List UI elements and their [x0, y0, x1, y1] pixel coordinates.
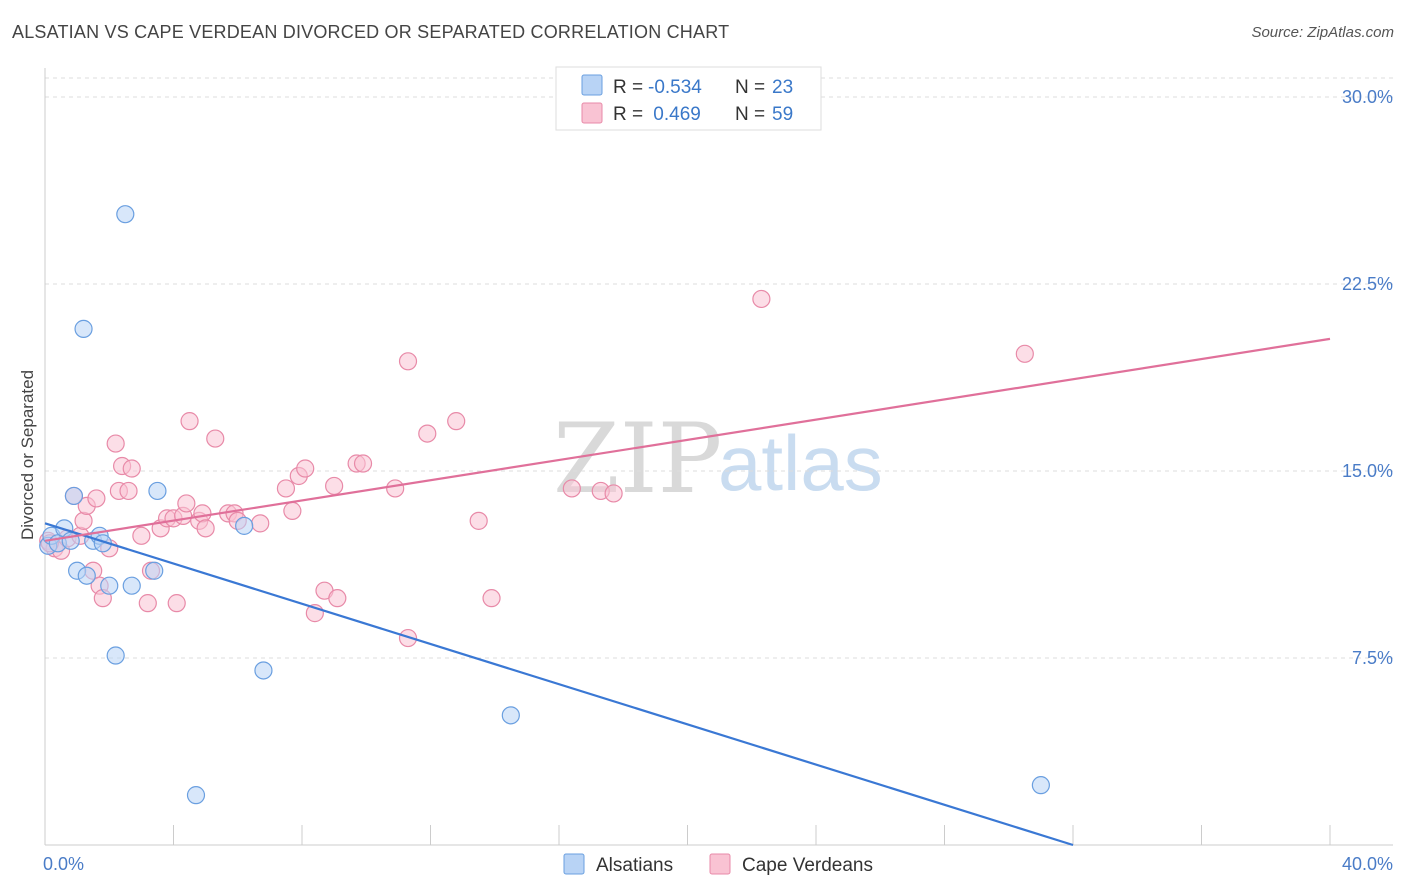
legend-n-value-1: 23 — [772, 77, 793, 98]
cape-verdean-point — [177, 494, 196, 513]
x-tick-label-max: 40.0% — [1342, 854, 1393, 874]
cape-verdean-point — [398, 352, 418, 371]
alsatian-point — [1031, 776, 1050, 795]
cape-verdean-point — [328, 589, 347, 608]
legend-swatch-alsatians — [581, 74, 603, 96]
alsatian-point — [145, 561, 164, 580]
cape-verdean-point — [132, 526, 151, 545]
legend-r-value-2: 0.469 — [648, 104, 701, 125]
cape-verdean-point — [167, 594, 186, 613]
alsatian-point — [501, 706, 520, 725]
legend-swatch-cape-verdeans — [581, 102, 603, 124]
y-tick-label: 22.5% — [1342, 274, 1393, 294]
y-axis-label: Divorced or Separated — [18, 370, 37, 540]
alsatian-point — [186, 786, 206, 805]
series-legend-swatch-alsatians — [563, 853, 585, 875]
series-cape-verdeans — [39, 289, 1034, 648]
cape-verdean-point — [562, 479, 581, 498]
alsatian-point — [116, 205, 135, 224]
legend-r-label-1: R = — [613, 77, 643, 98]
cape-verdean-point — [325, 476, 344, 496]
series-legend: Alsatians Cape Verdeans — [563, 853, 873, 876]
cape-verdean-point — [119, 481, 138, 501]
cape-verdean-point — [353, 454, 373, 473]
cape-verdean-point — [87, 489, 106, 508]
y-tick-label: 15.0% — [1342, 461, 1393, 481]
x-tick-label-min: 0.0% — [43, 854, 84, 874]
cape-verdean-point — [106, 434, 125, 453]
legend-n-label-1: N = — [735, 77, 765, 98]
chart-title: ALSATIAN VS CAPE VERDEAN DIVORCED OR SEP… — [12, 22, 730, 42]
x-tick-labels: 0.0% 40.0% — [43, 854, 1393, 874]
grid-lines — [45, 77, 1393, 659]
cape-verdean-point — [296, 459, 315, 478]
cape-verdean-point — [283, 501, 302, 520]
trend-line-cape-verdeans — [44, 337, 1331, 542]
alsatian-point — [74, 319, 93, 338]
cape-verdean-point — [276, 479, 296, 498]
watermark-atlas: atlas — [718, 419, 883, 507]
cape-verdean-point — [752, 289, 771, 309]
correlation-legend: R = -0.534 N = 23 R = 0.469 N = 59 — [555, 66, 822, 131]
y-tick-labels: 7.5% 15.0% 22.5% 30.0% — [1342, 87, 1393, 668]
trend-lines — [44, 337, 1331, 847]
legend-n-value-2: 59 — [772, 104, 793, 125]
cape-verdean-point — [604, 484, 623, 503]
alsatian-point — [122, 576, 141, 595]
axes — [44, 68, 1393, 846]
alsatian-point — [254, 661, 273, 680]
alsatian-point — [148, 481, 167, 501]
cape-verdean-point — [251, 514, 270, 533]
cape-verdean-point — [482, 589, 501, 608]
y-tick-label: 7.5% — [1352, 648, 1393, 668]
series-legend-label-cape-verdeans: Cape Verdeans — [742, 855, 873, 876]
cape-verdean-point — [206, 429, 225, 448]
cape-verdean-point — [447, 412, 466, 431]
cape-verdean-point — [180, 412, 199, 431]
alsatian-point — [235, 516, 254, 535]
legend-r-value-1: -0.534 — [648, 77, 702, 98]
alsatian-point — [77, 566, 96, 585]
cape-verdean-point — [418, 424, 437, 443]
legend-r-label-2: R = — [613, 104, 643, 125]
cape-verdean-point — [386, 479, 405, 498]
watermark-zip: ZIP — [553, 403, 722, 515]
cape-verdean-point — [196, 519, 215, 538]
cape-verdean-point — [469, 511, 488, 530]
cape-verdean-point — [138, 594, 157, 613]
y-tick-label: 30.0% — [1342, 87, 1393, 107]
series-legend-swatch-cape-verdeans — [709, 853, 731, 875]
cape-verdean-point — [193, 504, 212, 523]
cape-verdean-point — [122, 459, 141, 478]
alsatian-point — [106, 646, 125, 665]
cape-verdean-point — [74, 511, 93, 530]
alsatian-point — [64, 486, 84, 506]
alsatian-point — [100, 576, 119, 595]
trend-line-alsatians — [44, 522, 1074, 847]
series-legend-label-alsatians: Alsatians — [596, 855, 673, 876]
legend-n-label-2: N = — [735, 104, 765, 125]
watermark: ZIP atlas — [553, 403, 883, 515]
source-label: Source: ZipAtlas.com — [1251, 24, 1394, 41]
cape-verdean-point — [1015, 344, 1034, 363]
